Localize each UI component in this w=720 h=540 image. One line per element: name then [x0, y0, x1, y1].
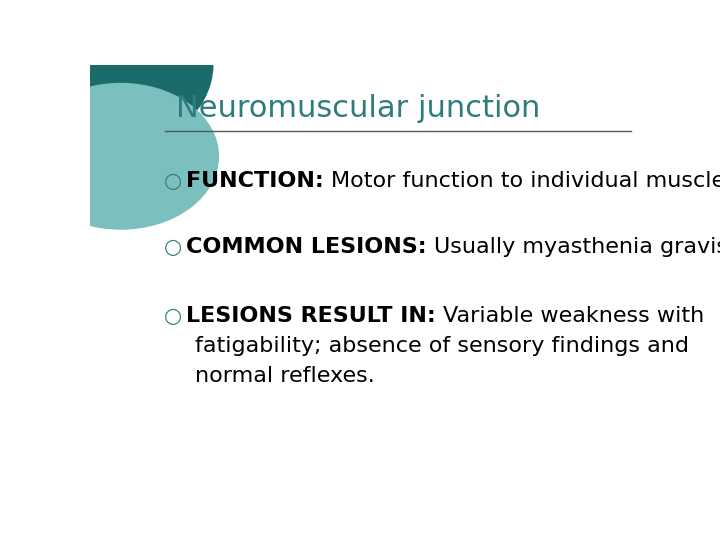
Text: ○: ○ — [163, 306, 181, 326]
Circle shape — [23, 84, 218, 229]
Text: ○: ○ — [163, 238, 181, 258]
Text: fatigability; absence of sensory findings and: fatigability; absence of sensory finding… — [195, 336, 689, 356]
Text: Usually myasthenia gravis.: Usually myasthenia gravis. — [434, 238, 720, 258]
Text: COMMON LESIONS:: COMMON LESIONS: — [186, 238, 434, 258]
Text: LESIONS RESULT IN:: LESIONS RESULT IN: — [186, 306, 444, 326]
Text: Neuromuscular junction: Neuromuscular junction — [176, 94, 541, 123]
Circle shape — [0, 0, 213, 156]
Text: normal reflexes.: normal reflexes. — [195, 366, 374, 386]
Text: FUNCTION:: FUNCTION: — [186, 171, 331, 191]
Text: ○: ○ — [163, 171, 181, 191]
Text: Motor function to individual muscles.: Motor function to individual muscles. — [331, 171, 720, 191]
Text: Variable weakness with: Variable weakness with — [444, 306, 705, 326]
